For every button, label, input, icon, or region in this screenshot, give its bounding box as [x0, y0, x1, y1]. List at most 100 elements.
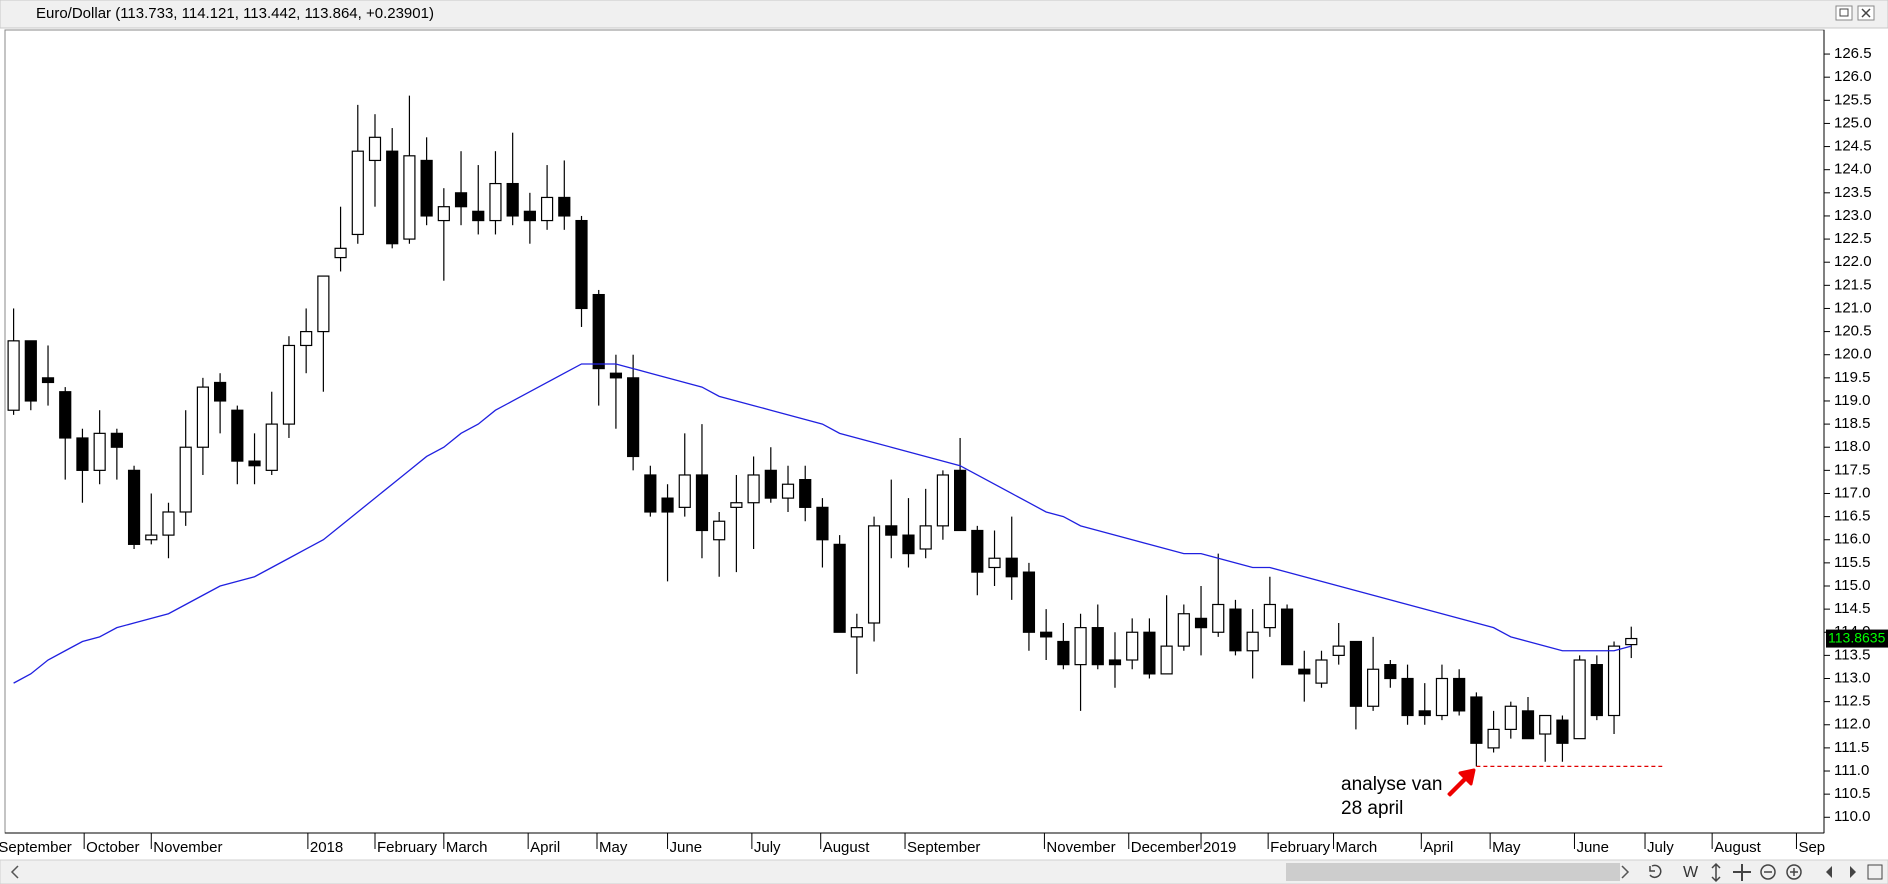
- x-tick-label: 2018: [310, 839, 343, 856]
- candle-body: [1315, 659, 1328, 684]
- candle-body: [627, 377, 640, 458]
- v-zoom-button[interactable]: [1711, 862, 1721, 883]
- close-icon: [1861, 8, 1871, 18]
- candle-body: [76, 437, 89, 471]
- x-tick-label: August: [823, 839, 871, 856]
- chart-title: Euro/Dollar (113.733, 114.121, 113.442, …: [36, 5, 434, 22]
- candle-body: [850, 627, 863, 638]
- candle-body: [334, 247, 347, 259]
- candle-body: [1040, 631, 1053, 638]
- y-tick-label: 110.0: [1834, 808, 1870, 825]
- x-tick-label: May: [599, 839, 628, 856]
- title-bar: [0, 0, 1888, 29]
- candle-body: [1573, 659, 1586, 740]
- x-tick-label: February: [377, 839, 438, 856]
- zoom-in-icon: [1790, 868, 1798, 876]
- zoom-in-button[interactable]: [1786, 864, 1802, 880]
- candle-body: [971, 529, 984, 573]
- zoom-out-button[interactable]: [1760, 864, 1776, 880]
- x-tick-label: September: [0, 839, 72, 856]
- scroll-left[interactable]: [10, 865, 19, 879]
- candle-body: [420, 159, 433, 217]
- candle-body: [1367, 668, 1380, 707]
- refresh-button[interactable]: [1649, 864, 1662, 879]
- candle-body: [231, 409, 244, 462]
- candle-body: [1504, 705, 1517, 730]
- annotation-arrow: [1447, 768, 1476, 797]
- candle-body: [403, 155, 416, 240]
- moving-average-line: [13, 363, 1632, 684]
- candle-body: [1625, 637, 1638, 646]
- candle-body: [1539, 714, 1552, 735]
- candle-body: [1126, 631, 1139, 661]
- candle-body: [1349, 640, 1363, 707]
- x-tick-label: Sep: [1798, 839, 1825, 856]
- restore-button[interactable]: [1835, 5, 1853, 21]
- candle-body: [1435, 677, 1449, 717]
- candle-body: [523, 210, 536, 222]
- x-tick-label: April: [530, 839, 560, 856]
- candle-body: [59, 391, 72, 439]
- scroll-thumb[interactable]: [1286, 863, 1620, 881]
- candle-body: [214, 381, 227, 402]
- y-tick-label: 116.0: [1834, 531, 1870, 548]
- x-tick-label: November: [1046, 839, 1115, 856]
- x-tick-label: February: [1270, 839, 1331, 856]
- y-tick-label: 124.0: [1834, 161, 1872, 178]
- candle-body: [936, 474, 949, 527]
- candle-body: [1556, 719, 1569, 744]
- table-button[interactable]: [1867, 864, 1883, 880]
- candle-body: [93, 432, 106, 471]
- candle-body: [24, 340, 37, 402]
- candle-body: [1332, 645, 1345, 656]
- candle-body: [1384, 664, 1397, 680]
- candle-body: [1401, 677, 1414, 717]
- y-tick-label: 118.5: [1834, 415, 1870, 432]
- candle-body: [592, 293, 605, 370]
- candle-body: [41, 377, 55, 384]
- x-tick-label: May: [1492, 839, 1521, 856]
- y-tick-label: 113.5: [1834, 646, 1870, 663]
- candle-body: [351, 150, 364, 236]
- candle-body: [1229, 608, 1242, 652]
- y-tick-label: 119.5: [1834, 369, 1870, 386]
- annotation-text: analyse van: [1341, 774, 1442, 795]
- candle-body: [145, 534, 158, 541]
- candle-body: [867, 525, 881, 624]
- candle-body: [265, 423, 278, 471]
- candle-body: [558, 196, 571, 217]
- candle-body: [575, 219, 588, 310]
- candle-body: [1590, 664, 1603, 717]
- candle-body: [1143, 631, 1156, 675]
- step-back-button[interactable]: [1826, 866, 1832, 878]
- candle-body: [678, 474, 691, 508]
- candle-body: [1160, 645, 1173, 675]
- y-tick-label: 118.0: [1834, 438, 1870, 455]
- plot-layer: [7, 95, 1663, 767]
- candle-body: [1280, 608, 1294, 666]
- candle-body: [368, 136, 382, 162]
- candle-body: [1212, 603, 1225, 633]
- y-tick-label: 126.5: [1834, 45, 1872, 62]
- axes-layer: 110.0 110.5 111.0 111.5 112.0 112.5 113.0 113.5…: [0, 45, 1888, 856]
- x-tick-label: June: [670, 839, 703, 856]
- pan-button[interactable]: [1733, 864, 1751, 881]
- y-tick-label: 112.5: [1834, 693, 1870, 710]
- candle-body: [179, 446, 192, 513]
- candle-body: [282, 344, 296, 425]
- scroll-right[interactable]: [1621, 865, 1630, 879]
- candle-body: [816, 506, 829, 541]
- candle-body: [1194, 617, 1208, 629]
- step-forward-button[interactable]: [1850, 866, 1856, 878]
- candle-body: [695, 474, 709, 532]
- y-tick-label: 114.5: [1834, 600, 1870, 617]
- candle-body: [1022, 571, 1036, 633]
- last-price-box: [1826, 629, 1888, 648]
- y-tick-label: 121.0: [1834, 299, 1872, 316]
- y-tick-label: 126.0: [1834, 68, 1872, 85]
- annotation-text: 28 april: [1341, 798, 1403, 819]
- candle-body: [1057, 640, 1070, 666]
- x-tick-label: March: [1336, 839, 1378, 856]
- period-button[interactable]: W: [1683, 864, 1699, 881]
